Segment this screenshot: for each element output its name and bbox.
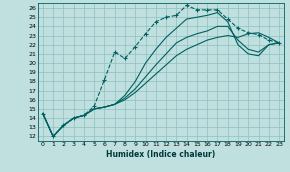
X-axis label: Humidex (Indice chaleur): Humidex (Indice chaleur): [106, 150, 215, 159]
